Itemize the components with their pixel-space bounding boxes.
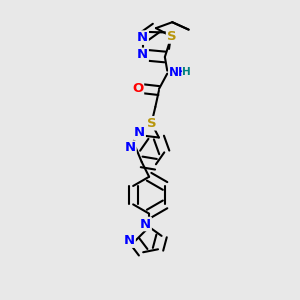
Text: O: O (132, 82, 143, 95)
Text: N: N (124, 234, 135, 247)
Text: N: N (125, 141, 136, 154)
Text: N: N (137, 31, 148, 44)
Text: H: H (182, 68, 191, 77)
Text: N: N (137, 48, 148, 62)
Text: N: N (134, 126, 145, 139)
Text: N: N (140, 218, 151, 230)
Text: S: S (167, 30, 176, 43)
Text: S: S (147, 117, 156, 130)
Text: NH: NH (169, 66, 188, 79)
